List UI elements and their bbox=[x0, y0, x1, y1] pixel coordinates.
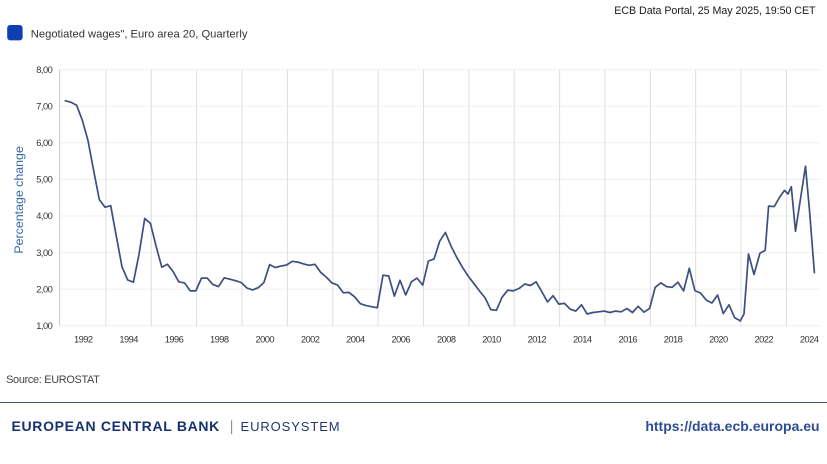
svg-text:2018: 2018 bbox=[664, 334, 683, 344]
svg-text:2024: 2024 bbox=[800, 334, 819, 344]
svg-text:ECB Data Portal, 25 May 2025,: ECB Data Portal, 25 May 2025, 19:50 CET bbox=[614, 5, 816, 17]
svg-text:2012: 2012 bbox=[528, 334, 547, 344]
svg-text:1,00: 1,00 bbox=[36, 321, 52, 331]
svg-text:5,00: 5,00 bbox=[36, 175, 52, 185]
svg-text:2008: 2008 bbox=[437, 334, 456, 344]
svg-text:Percentage change: Percentage change bbox=[12, 146, 26, 254]
svg-text:6,00: 6,00 bbox=[36, 138, 52, 148]
svg-text:8,00: 8,00 bbox=[36, 65, 52, 75]
svg-text:Source: EUROSTAT: Source: EUROSTAT bbox=[6, 374, 100, 386]
svg-text:1992: 1992 bbox=[74, 334, 93, 344]
svg-text:EUROPEAN CENTRAL BANK: EUROPEAN CENTRAL BANK bbox=[12, 418, 220, 434]
svg-text:https://data.ecb.europa.eu: https://data.ecb.europa.eu bbox=[645, 418, 819, 434]
svg-text:2010: 2010 bbox=[482, 334, 501, 344]
svg-text:2022: 2022 bbox=[755, 334, 774, 344]
svg-text:1998: 1998 bbox=[210, 334, 229, 344]
svg-text:2020: 2020 bbox=[709, 334, 728, 344]
svg-text:3,00: 3,00 bbox=[36, 248, 52, 258]
svg-text:2016: 2016 bbox=[618, 334, 637, 344]
svg-text:EUROSYSTEM: EUROSYSTEM bbox=[241, 419, 341, 434]
svg-text:2000: 2000 bbox=[255, 334, 274, 344]
svg-text:2,00: 2,00 bbox=[36, 284, 52, 294]
svg-text:Negotiated wages", Euro area 2: Negotiated wages", Euro area 20, Quarter… bbox=[31, 28, 248, 40]
svg-text:2014: 2014 bbox=[573, 334, 592, 344]
svg-text:4,00: 4,00 bbox=[36, 211, 52, 221]
svg-text:2004: 2004 bbox=[346, 334, 365, 344]
svg-text:2006: 2006 bbox=[392, 334, 411, 344]
svg-text:2002: 2002 bbox=[301, 334, 320, 344]
svg-text:1994: 1994 bbox=[119, 334, 138, 344]
svg-text:7,00: 7,00 bbox=[36, 102, 52, 112]
svg-text:1996: 1996 bbox=[165, 334, 184, 344]
